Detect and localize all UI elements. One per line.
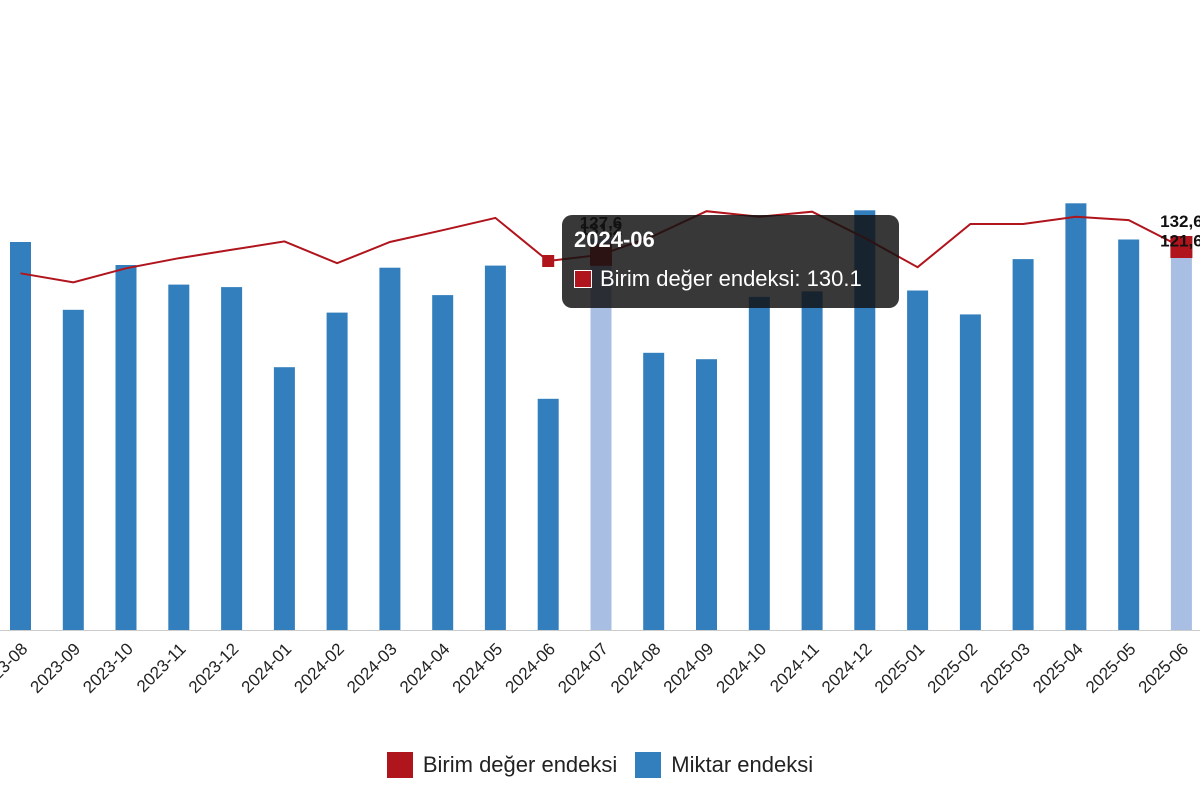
- bar-2023-12: [221, 287, 243, 630]
- bar-2024-04: [432, 295, 454, 630]
- x-tick-2023-11: 2023-11: [133, 639, 190, 696]
- bar-2024-08: [643, 352, 665, 630]
- bar-2024-11: [801, 291, 823, 630]
- tooltip: 2024-06 Birim değer endeksi: 130.1: [562, 215, 899, 308]
- x-tick-2024-03: 2024-03: [343, 639, 401, 697]
- bar-2025-04: [1065, 203, 1087, 631]
- legend-item-birim-deger[interactable]: Birim değer endeksi: [386, 752, 618, 778]
- tooltip-swatch: [574, 270, 592, 288]
- bar-2023-09: [62, 309, 84, 630]
- bar-2024-03: [379, 267, 401, 630]
- tooltip-title: 2024-06: [574, 227, 655, 252]
- line-marker-2024-06: [542, 255, 555, 267]
- bar-2023-11: [168, 284, 190, 630]
- data-label-birim-deger-2025-06: 132,6: [1160, 212, 1200, 231]
- legend-label-birim-deger: Birim değer endeksi: [422, 752, 618, 777]
- x-tick-2025-05: 2025-05: [1082, 639, 1140, 697]
- bar-2025-03: [1012, 259, 1034, 630]
- legend-label-miktar: Miktar endeksi: [671, 752, 814, 777]
- x-tick-2025-03: 2025-03: [976, 639, 1034, 697]
- x-tick-2024-01: 2024-01: [238, 639, 296, 697]
- bar-2025-02: [959, 314, 981, 630]
- bar-2024-02: [326, 312, 348, 630]
- x-tick-2024-08: 2024-08: [607, 639, 665, 697]
- x-tick-2023-08: 2023-08: [0, 639, 31, 697]
- x-tick-2024-04: 2024-04: [396, 639, 454, 697]
- bar-2025-01: [907, 290, 929, 630]
- x-tick-2024-12: 2024-12: [818, 639, 876, 697]
- bar-2024-12: [854, 210, 876, 631]
- x-tick-2023-10: 2023-10: [79, 639, 137, 697]
- legend-swatch-birim-deger: [386, 752, 413, 778]
- x-tick-2024-06: 2024-06: [501, 639, 559, 697]
- bar-2024-05: [484, 265, 506, 630]
- x-tick-2023-09: 2023-09: [27, 639, 85, 697]
- x-tick-2024-09: 2024-09: [660, 639, 718, 697]
- bar-2024-06: [537, 398, 559, 630]
- bar-2024-10: [748, 296, 770, 630]
- legend: Birim değer endeksi Miktar endeksi: [0, 752, 1200, 778]
- x-ticks-group: 2023-082023-092023-102023-112023-122024-…: [0, 639, 1192, 697]
- tooltip-label: Birim değer endeksi: 130.1: [600, 266, 862, 291]
- x-tick-2024-02: 2024-02: [290, 639, 348, 697]
- bar-2023-10: [115, 265, 137, 630]
- legend-item-miktar[interactable]: Miktar endeksi: [635, 752, 813, 778]
- x-tick-2025-04: 2025-04: [1029, 639, 1087, 697]
- x-tick-2024-11: 2024-11: [766, 639, 823, 696]
- bar-2023-08: [10, 242, 31, 630]
- x-tick-2024-10: 2024-10: [713, 639, 771, 697]
- bar-2025-06: [1170, 256, 1192, 630]
- x-tick-2024-05: 2024-05: [449, 639, 507, 697]
- line-marker-2025-06: [1170, 236, 1193, 258]
- data-label-miktar-2025-06: 121,6: [1160, 232, 1200, 251]
- legend-swatch-miktar: [635, 752, 662, 778]
- bars-group: [10, 203, 1192, 631]
- bar-2024-09: [696, 359, 717, 630]
- x-tick-2025-01: 2025-01: [871, 639, 929, 697]
- bar-2024-07: [590, 238, 612, 631]
- x-tick-2025-06: 2025-06: [1135, 639, 1193, 697]
- x-tick-2024-07: 2024-07: [554, 639, 612, 697]
- x-tick-2025-02: 2025-02: [924, 639, 982, 697]
- bar-2025-05: [1118, 239, 1140, 630]
- tooltip-row: Birim değer endeksi: 130.1: [574, 266, 887, 292]
- bar-2024-01: [273, 367, 295, 630]
- x-tick-2023-12: 2023-12: [185, 639, 243, 697]
